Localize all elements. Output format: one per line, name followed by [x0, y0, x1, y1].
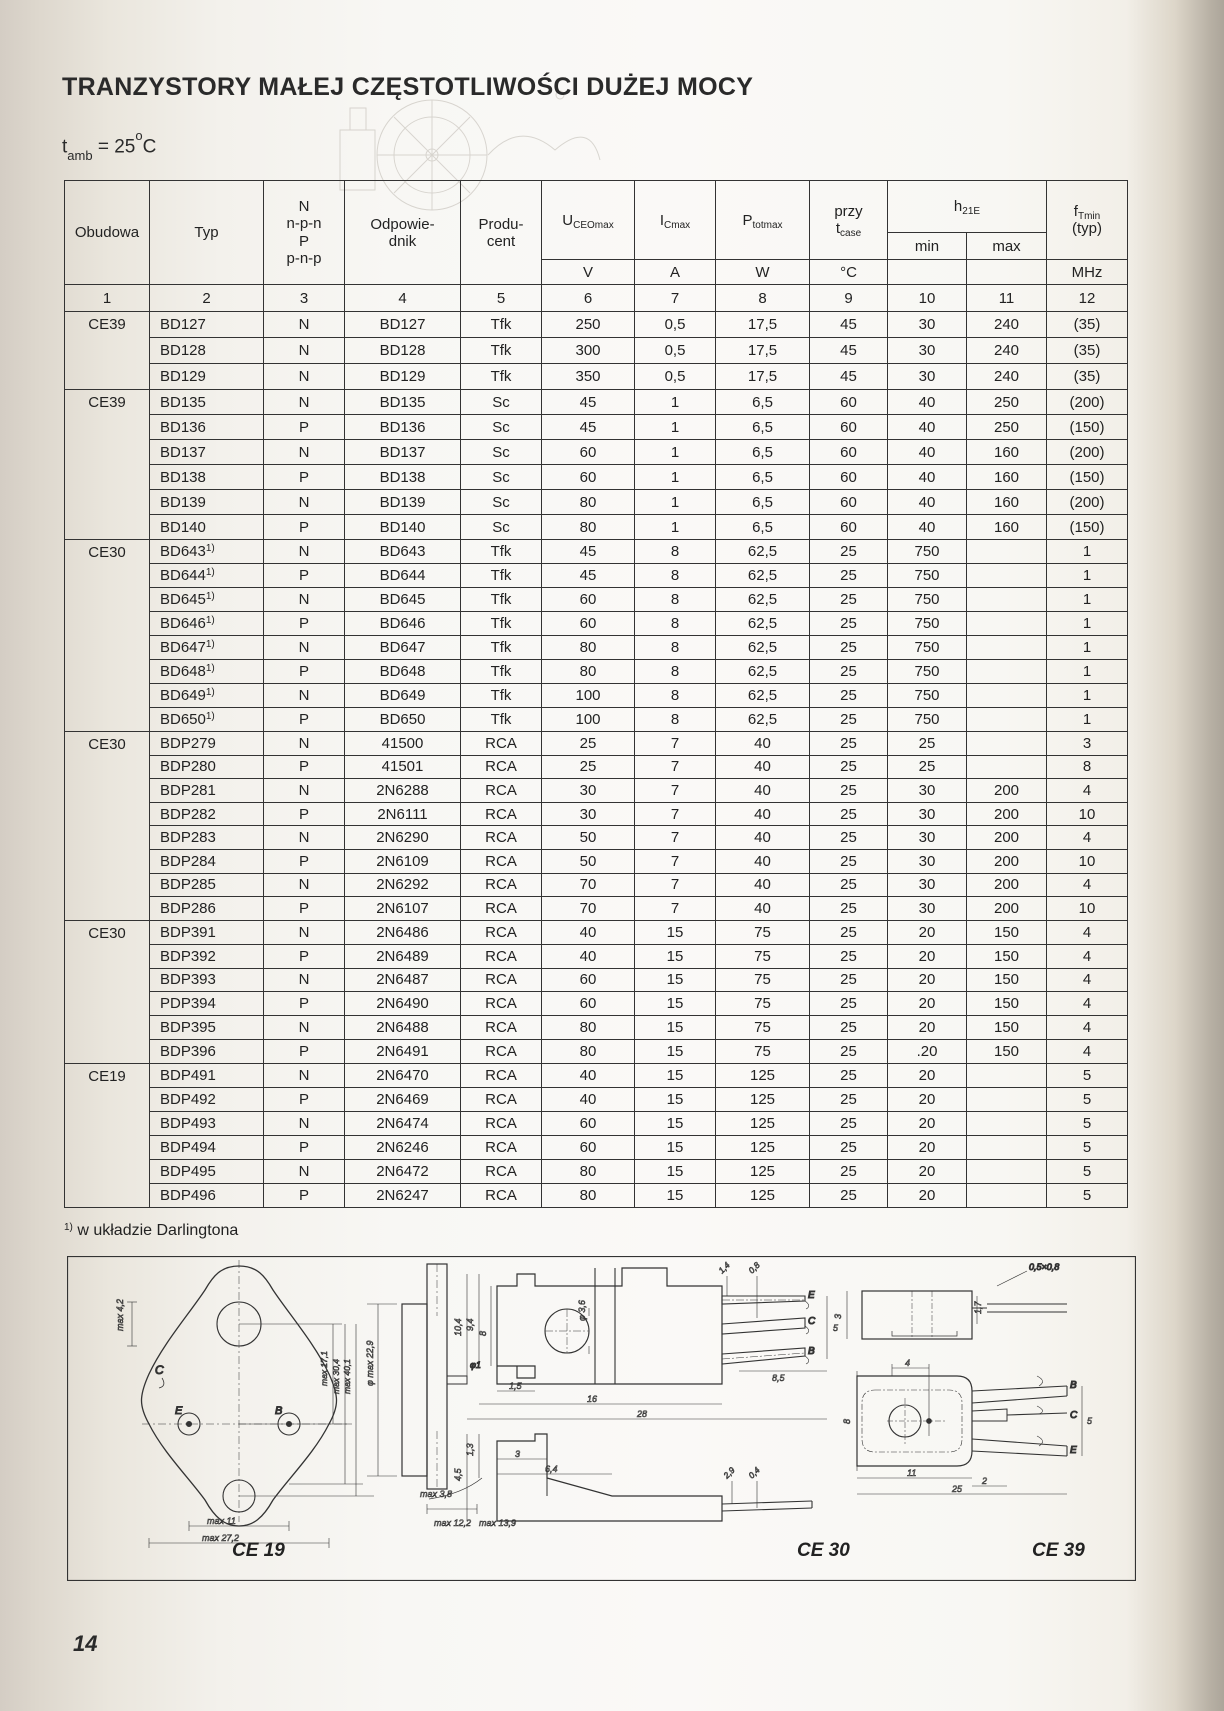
- svg-text:6,4: 6,4: [545, 1464, 558, 1474]
- svg-text:C: C: [1070, 1410, 1078, 1421]
- svg-text:2: 2: [981, 1476, 987, 1486]
- svg-text:4: 4: [905, 1358, 910, 1368]
- svg-text:2,9: 2,9: [721, 1465, 737, 1481]
- svg-text:CE 19: CE 19: [232, 1540, 285, 1561]
- svg-text:5: 5: [1087, 1416, 1093, 1426]
- svg-text:1,7: 1,7: [973, 1300, 983, 1314]
- svg-text:9,4: 9,4: [465, 1318, 475, 1331]
- svg-text:0,4: 0,4: [746, 1465, 762, 1481]
- svg-text:φ 3,6: φ 3,6: [577, 1300, 587, 1321]
- svg-text:1,5: 1,5: [509, 1381, 523, 1391]
- svg-text:11: 11: [907, 1468, 916, 1478]
- svg-text:3: 3: [515, 1449, 520, 1459]
- svg-text:1,4: 1,4: [716, 1260, 732, 1276]
- svg-text:max 17,1: max 17,1: [319, 1351, 329, 1386]
- svg-text:10,4: 10,4: [453, 1318, 463, 1336]
- svg-text:8,5: 8,5: [772, 1373, 786, 1383]
- svg-text:8: 8: [478, 1331, 488, 1336]
- svg-text:max 40,1: max 40,1: [342, 1359, 352, 1394]
- svg-text:5: 5: [833, 1323, 839, 1333]
- svg-text:max 3,8: max 3,8: [420, 1489, 452, 1499]
- svg-text:B: B: [275, 1405, 282, 1417]
- svg-text:0,5×0,8: 0,5×0,8: [1029, 1262, 1059, 1272]
- svg-text:CE 39: CE 39: [1032, 1540, 1085, 1561]
- svg-text:B: B: [1070, 1380, 1077, 1391]
- svg-text:max 4,2: max 4,2: [115, 1299, 125, 1331]
- svg-text:CE 30: CE 30: [797, 1540, 850, 1561]
- svg-text:B: B: [808, 1346, 815, 1357]
- svg-text:25: 25: [951, 1484, 963, 1494]
- svg-text:E: E: [1070, 1445, 1077, 1456]
- svg-text:16: 16: [587, 1394, 597, 1404]
- svg-text:28: 28: [636, 1409, 647, 1419]
- svg-text:φ max 22,9: φ max 22,9: [365, 1341, 375, 1386]
- svg-text:4,5: 4,5: [453, 1467, 463, 1481]
- svg-text:3: 3: [833, 1314, 843, 1319]
- svg-text:C: C: [155, 1363, 164, 1377]
- svg-text:max 12,2: max 12,2: [434, 1518, 471, 1528]
- svg-text:8: 8: [842, 1419, 852, 1424]
- svg-text:E: E: [175, 1405, 183, 1417]
- svg-text:max 30,4: max 30,4: [331, 1359, 341, 1394]
- svg-text:E: E: [808, 1290, 815, 1301]
- svg-text:1,3: 1,3: [465, 1443, 475, 1456]
- svg-text:max 11: max 11: [207, 1516, 236, 1526]
- svg-text:C: C: [808, 1316, 816, 1327]
- svg-text:0,8: 0,8: [746, 1260, 762, 1276]
